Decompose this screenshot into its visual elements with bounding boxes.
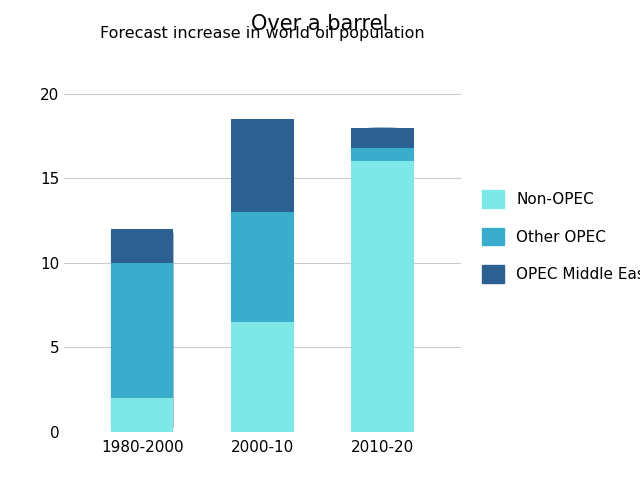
Bar bbox=[111, 398, 173, 432]
Bar bbox=[231, 123, 294, 432]
Bar bbox=[111, 263, 173, 398]
Text: Over a barrel: Over a barrel bbox=[252, 14, 388, 35]
Bar bbox=[231, 212, 294, 322]
Bar bbox=[111, 233, 173, 432]
Bar bbox=[111, 398, 173, 432]
Bar bbox=[351, 161, 414, 432]
Bar bbox=[231, 322, 294, 432]
Bar bbox=[231, 123, 294, 212]
Bar bbox=[351, 132, 414, 148]
Bar bbox=[111, 229, 173, 263]
Title: Forecast increase in world oil population: Forecast increase in world oil populatio… bbox=[100, 26, 425, 41]
Bar bbox=[231, 212, 294, 322]
Bar bbox=[351, 148, 414, 161]
Legend: Non-OPEC, Other OPEC, OPEC Middle East: Non-OPEC, Other OPEC, OPEC Middle East bbox=[476, 184, 640, 289]
Bar bbox=[351, 128, 414, 148]
Bar bbox=[231, 119, 294, 212]
FancyBboxPatch shape bbox=[231, 119, 294, 432]
FancyBboxPatch shape bbox=[351, 128, 414, 432]
Bar bbox=[231, 322, 294, 432]
Bar bbox=[351, 148, 414, 161]
Bar bbox=[351, 132, 414, 432]
Bar bbox=[351, 161, 414, 432]
FancyBboxPatch shape bbox=[111, 229, 173, 432]
Bar bbox=[111, 233, 173, 263]
Bar bbox=[111, 263, 173, 398]
